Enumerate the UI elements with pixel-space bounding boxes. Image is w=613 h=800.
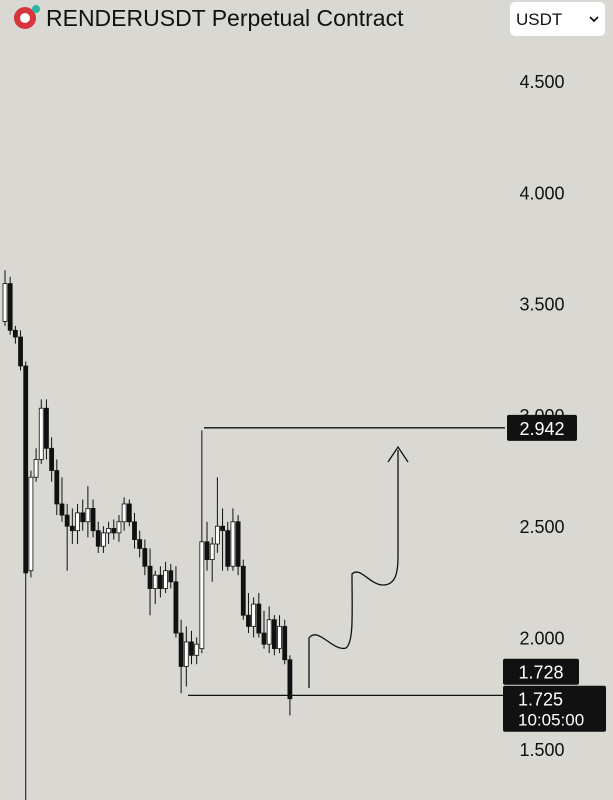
candle-body [54, 470, 60, 505]
candle-body [137, 539, 143, 549]
candle-body [64, 514, 70, 527]
candle-body [121, 503, 127, 523]
dropdown-caret [589, 16, 599, 23]
candle-body [80, 512, 86, 523]
candle-body [266, 619, 272, 645]
candle-body [59, 503, 65, 516]
candle-body [126, 503, 132, 523]
candle-body [142, 548, 148, 567]
candle-body [106, 528, 111, 534]
candle-body [49, 447, 55, 471]
y-tick-label: 4.500 [519, 72, 564, 92]
candle-body [168, 570, 174, 583]
candle-body [282, 625, 288, 661]
candle-body [199, 541, 205, 650]
marker-label: 1.728 [518, 663, 563, 683]
candle-body [178, 632, 184, 667]
candle-body [33, 459, 39, 478]
candle-body [7, 283, 13, 331]
marker-label-box [503, 658, 579, 685]
last-price-box [503, 685, 606, 732]
logo [14, 5, 40, 29]
candle-body [256, 603, 262, 634]
candle-body [209, 543, 215, 560]
currency-label[interactable]: USDT [516, 10, 562, 29]
candle-body [240, 565, 246, 616]
candle-body [69, 525, 75, 532]
candle-body [101, 532, 106, 547]
candle-body [220, 525, 225, 532]
candle-body [194, 643, 200, 656]
candle-body [287, 659, 293, 700]
candle-body [18, 336, 23, 367]
y-tick-label: 4.000 [519, 183, 564, 203]
candle-body [23, 365, 29, 574]
candle-body [2, 283, 8, 322]
candle-body [157, 574, 163, 589]
candle-body [277, 625, 282, 650]
candle-body [12, 329, 18, 338]
target-label: 2.942 [519, 419, 564, 439]
candle-body [95, 530, 101, 547]
last-price-label: 1.725 [518, 690, 563, 710]
currency-dropdown[interactable] [510, 2, 605, 36]
candle-body [173, 581, 179, 634]
target-label-box [507, 414, 577, 441]
candle-body [271, 619, 277, 650]
candle-body [230, 521, 236, 567]
y-tick-label: 1.500 [519, 740, 564, 760]
candle-body [251, 603, 257, 627]
candle-body [189, 641, 194, 656]
candle-body [261, 632, 267, 645]
candle-body [204, 541, 210, 560]
countdown-label: 10:05:00 [518, 711, 584, 730]
candle-body [225, 530, 231, 567]
candle-body [28, 476, 34, 572]
candle-body [235, 521, 241, 567]
candle-body [152, 574, 158, 589]
candle-body [85, 508, 91, 523]
candle-body [116, 521, 122, 534]
candle-body [214, 525, 220, 545]
candle-body [147, 565, 153, 589]
chart-title: RENDERUSDT Perpetual Contract [46, 5, 404, 31]
candle-body [183, 641, 189, 667]
projection-arrow [308, 445, 409, 688]
candle-body [90, 508, 96, 532]
candle-body [246, 614, 251, 627]
y-tick-label: 2.000 [519, 629, 564, 649]
candle-body [38, 407, 44, 460]
y-tick-label: 2.500 [519, 517, 564, 537]
candle-body [44, 407, 49, 449]
candle-body [75, 512, 80, 532]
candle-body [163, 570, 168, 589]
candle-body [111, 528, 117, 534]
candle-body [132, 521, 137, 540]
y-tick-label: 3.500 [519, 295, 564, 315]
